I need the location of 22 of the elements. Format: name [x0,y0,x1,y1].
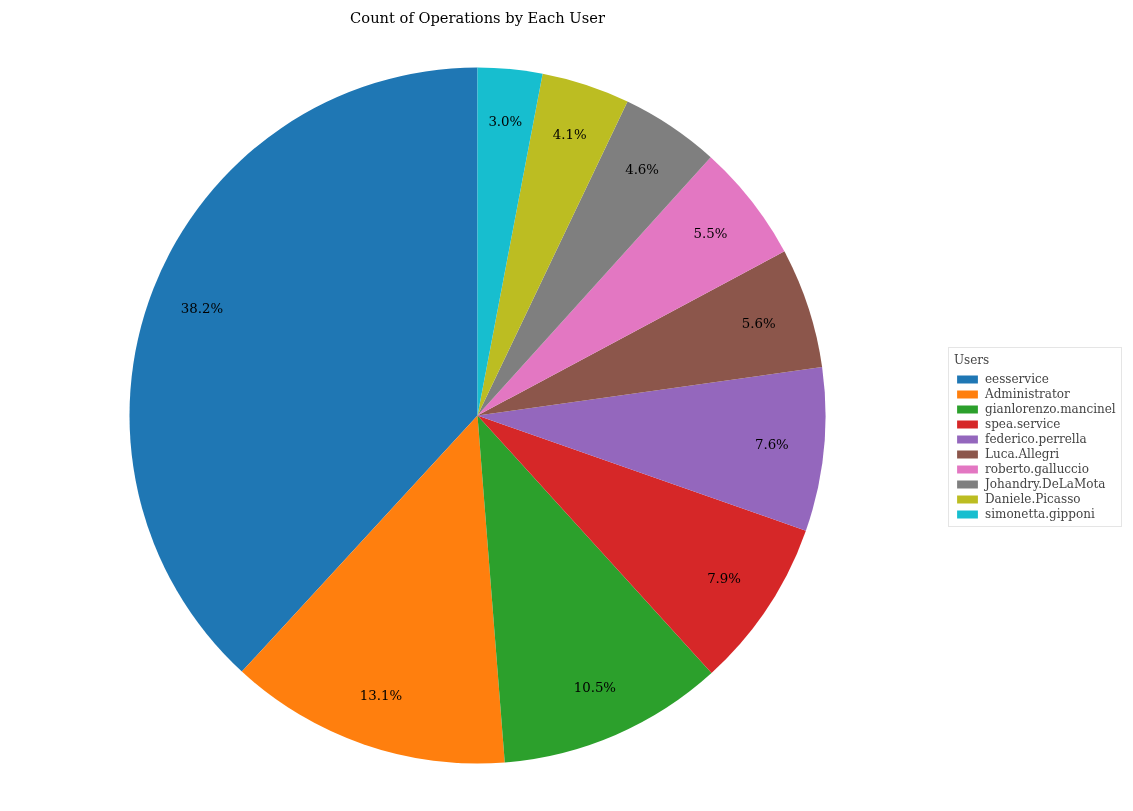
data-label: 3.0% [488,113,523,129]
data-label: 4.6% [625,162,660,178]
legend-label: spea.service [985,417,1061,431]
chart-title: Count of Operations by Each User [350,9,605,26]
data-label: 5.6% [741,316,776,332]
data-label: 13.1% [359,687,403,703]
legend-label: Luca.Allegri [985,447,1060,461]
legend-title: Users [954,353,991,367]
legend-label: federico.perrella [985,432,1087,446]
legend-label: Daniele.Picasso [985,492,1081,506]
legend-label: Administrator [985,387,1070,401]
legend-label: eesservice [985,372,1049,386]
data-label: 38.2% [180,300,224,316]
legend-label: Johandry.DeLaMota [985,477,1106,491]
data-label: 5.5% [693,225,728,241]
legend-label: simonetta.gipponi [985,507,1095,521]
data-label: 4.1% [552,126,587,142]
data-label: 7.9% [707,571,741,587]
legend-label: gianlorenzo.mancinel [985,402,1116,416]
data-label: 10.5% [573,679,617,695]
data-label: 7.6% [754,437,789,453]
legend-label: roberto.galluccio [985,462,1089,476]
